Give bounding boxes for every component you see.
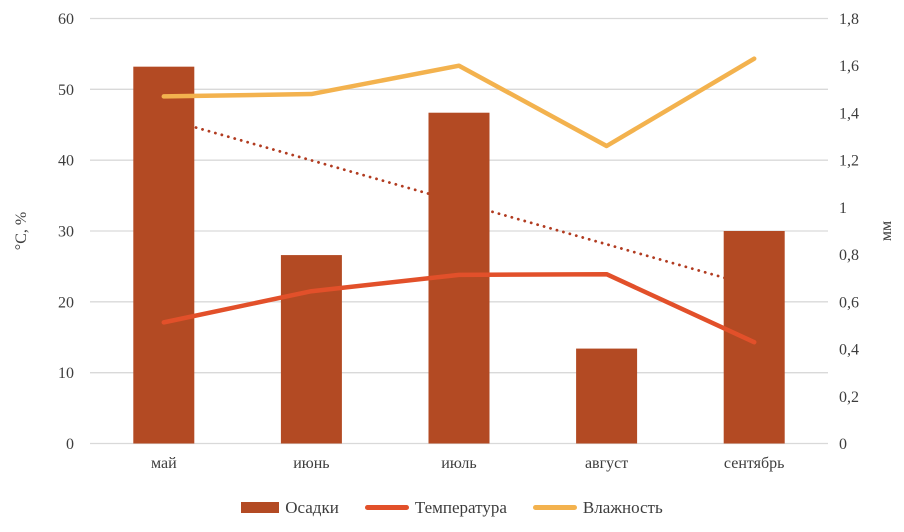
right-axis-title: мм (878, 221, 895, 241)
left-axis-tick: 20 (58, 294, 74, 311)
legend-item-влажность[interactable]: Влажность (532, 497, 663, 517)
chart-legend: Осадки Температура Влажность (0, 494, 904, 520)
right-axis-tick: 1,2 (839, 153, 859, 170)
left-axis-tick: 50 (58, 82, 74, 99)
right-axis-tick: 0,8 (839, 247, 859, 264)
category-label-июль: июль (441, 455, 476, 472)
bar-series-осадки (133, 66, 785, 444)
left-axis-tick: 40 (58, 153, 74, 170)
category-label-август: август (585, 455, 628, 472)
category-axis-labels: май июнь июль август сентябрь (151, 455, 785, 472)
right-axis-tick: 1,4 (839, 105, 859, 122)
right-axis-tick: 1,6 (839, 58, 859, 75)
bar-май[interactable] (133, 66, 195, 444)
legend-label: Осадки (285, 497, 339, 517)
right-axis-tick: 0,6 (839, 294, 859, 311)
legend-line-swatch-icon (364, 504, 409, 510)
влажность-line[interactable] (161, 56, 757, 149)
legend-item-осадки[interactable]: Осадки (241, 499, 339, 516)
bar-сентябрь[interactable] (723, 231, 785, 444)
left-axis-tick: 60 (58, 11, 74, 28)
температура-line[interactable] (161, 271, 757, 345)
left-axis-title: °C, % (13, 212, 30, 250)
right-axis-tick: 0,4 (839, 342, 859, 359)
left-axis-tick: 10 (58, 365, 74, 382)
legend-line-swatch-icon (532, 504, 577, 510)
legend-item-температура[interactable]: Температура (364, 497, 507, 517)
right-axis-tick: 0,2 (839, 389, 859, 406)
legend-label: Температура (414, 497, 507, 517)
right-axis-tick: 1,8 (839, 11, 859, 28)
category-label-май: май (151, 455, 177, 472)
bar-август[interactable] (576, 348, 638, 444)
bar-июнь[interactable] (280, 255, 342, 444)
right-axis-tick: 0 (839, 436, 847, 453)
right-axis-ticks: 0 0,2 0,4 0,6 0,8 1 1,2 1,4 1,6 1,8 (839, 11, 859, 453)
legend-bar-swatch-icon (241, 501, 280, 513)
category-label-сентябрь: сентябрь (724, 455, 785, 472)
right-axis-tick: 1 (839, 200, 847, 217)
left-axis-tick: 30 (58, 224, 74, 241)
legend-label: Влажность (582, 497, 663, 517)
left-axis-tick: 0 (66, 436, 74, 453)
category-label-июнь: июнь (293, 455, 329, 472)
left-axis-ticks: 0 10 20 30 40 50 60 (58, 11, 74, 453)
